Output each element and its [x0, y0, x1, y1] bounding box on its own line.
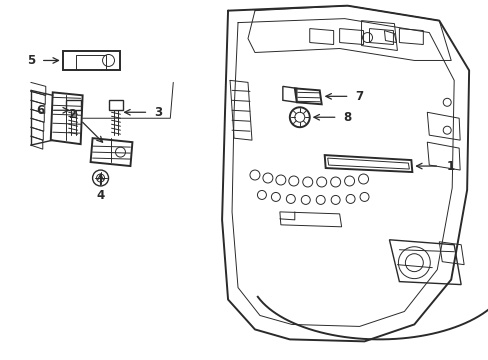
Text: 6: 6	[37, 104, 45, 117]
Text: 5: 5	[27, 54, 35, 67]
Text: 3: 3	[154, 106, 162, 119]
Text: 4: 4	[96, 189, 104, 202]
Text: 2: 2	[68, 108, 77, 121]
Text: 7: 7	[355, 90, 363, 103]
Text: 1: 1	[446, 159, 454, 172]
Text: 8: 8	[343, 111, 351, 124]
